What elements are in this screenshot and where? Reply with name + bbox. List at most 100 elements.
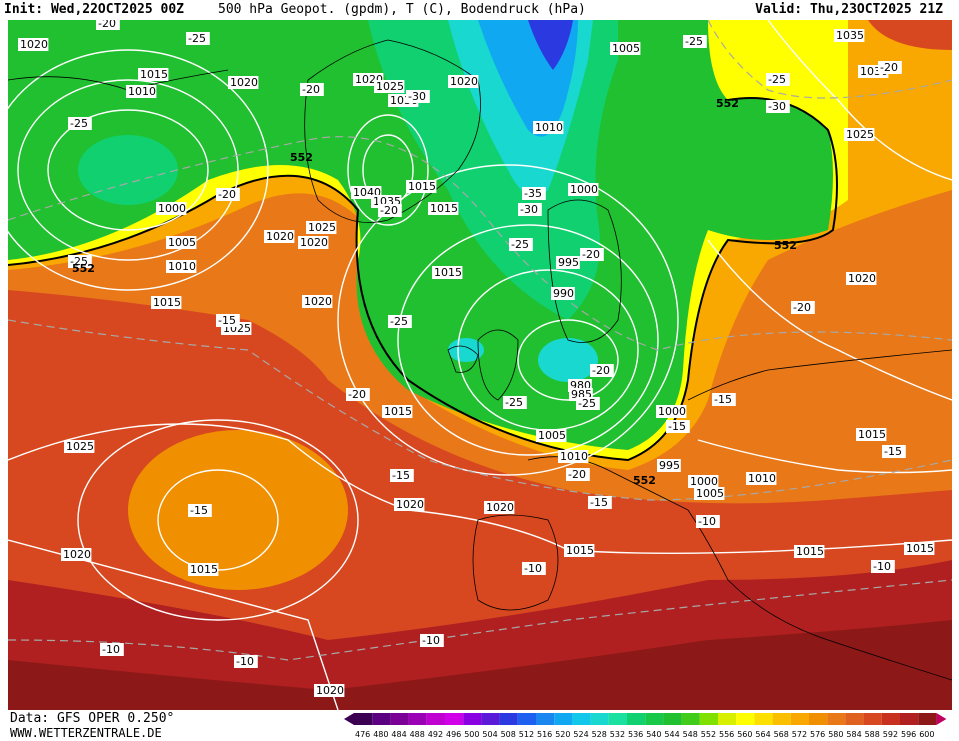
legend-value: 524 <box>573 730 588 739</box>
svg-text:995: 995 <box>659 459 680 472</box>
legend-value: 500 <box>464 730 479 739</box>
legend-swatch <box>554 713 573 725</box>
legend-left-arrow <box>344 713 354 725</box>
temperature-label: -25 <box>683 35 707 48</box>
svg-text:1015: 1015 <box>430 202 458 215</box>
temperature-label: -25 <box>186 32 210 45</box>
svg-text:1015: 1015 <box>384 405 412 418</box>
svg-text:1010: 1010 <box>560 450 588 463</box>
svg-text:-30: -30 <box>768 100 786 113</box>
valid-time: Valid: Thu,23OCT2025 21Z <box>755 2 943 17</box>
isobar-label: 1020 <box>394 498 425 511</box>
svg-text:1000: 1000 <box>158 202 186 215</box>
isobar-label: 1015 <box>151 296 182 309</box>
temperature-label: -10 <box>234 655 258 668</box>
svg-text:1020: 1020 <box>450 75 478 88</box>
isobar-label: 1020 <box>846 272 877 285</box>
temperature-label: -25 <box>766 73 790 86</box>
temperature-label: -25 <box>68 117 92 130</box>
legend-value: 508 <box>501 730 516 739</box>
legend-swatch <box>754 713 773 725</box>
svg-text:1010: 1010 <box>535 121 563 134</box>
isobar-label: 1005 <box>694 487 725 500</box>
isobar-label: 1015 <box>904 542 935 555</box>
isobar-label: 1035 <box>834 29 865 42</box>
region-low-west <box>448 338 484 362</box>
svg-text:1010: 1010 <box>128 85 156 98</box>
temperature-label: -20 <box>791 301 815 314</box>
isobar-label: 995 <box>657 459 681 472</box>
svg-text:1025: 1025 <box>66 440 94 453</box>
legend-value: 516 <box>537 730 552 739</box>
map-header: Init: Wed,22OCT2025 00Z 500 hPa Geopot. … <box>0 0 959 20</box>
legend-value: 552 <box>701 730 716 739</box>
legend-swatch <box>572 713 591 725</box>
svg-text:-10: -10 <box>102 643 120 656</box>
temperature-label: -10 <box>100 643 124 656</box>
height-labels: 552 552 552 552 552 <box>72 97 797 487</box>
contour-552 <box>8 97 838 462</box>
temperature-label: -25 <box>509 238 533 251</box>
isobar-label: 1000 <box>656 405 687 418</box>
temperature-label: -15 <box>712 393 736 406</box>
legend-swatch <box>426 713 445 725</box>
legend-value: 544 <box>664 730 679 739</box>
isobar-label: 1025 <box>64 440 95 453</box>
legend-value: 480 <box>373 730 388 739</box>
svg-text:1015: 1015 <box>566 544 594 557</box>
svg-text:-25: -25 <box>685 35 703 48</box>
legend-swatch <box>663 713 682 725</box>
svg-text:1015: 1015 <box>434 266 462 279</box>
weather-map: 1020 1015 1010 1020 1000 1005 1010 1015 1025 1025… <box>8 20 952 710</box>
legend-value: 548 <box>683 730 698 739</box>
legend-swatch <box>900 713 919 725</box>
legend-swatch <box>881 713 900 725</box>
legend-swatch <box>536 713 555 725</box>
height-label: 552 <box>774 239 797 252</box>
svg-text:-25: -25 <box>578 397 596 410</box>
region-508 <box>528 20 573 70</box>
svg-text:995: 995 <box>558 256 579 269</box>
isobar-label: 1005 <box>536 429 567 442</box>
isobar-label: 1010 <box>126 85 157 98</box>
legend-swatch <box>390 713 409 725</box>
temperature-label: -15 <box>188 504 212 517</box>
region-548 <box>8 20 833 450</box>
svg-text:1005: 1005 <box>168 236 196 249</box>
svg-text:-15: -15 <box>668 420 686 433</box>
temperature-label: -30 <box>406 90 430 103</box>
legend-swatch <box>809 713 828 725</box>
isobar-label: 1020 <box>298 236 329 249</box>
legend-swatch <box>699 713 718 725</box>
isobar-label: 1005 <box>610 42 641 55</box>
isobar-label: 1025 <box>306 221 337 234</box>
svg-text:1020: 1020 <box>316 684 344 697</box>
isobar-label: 1010 <box>533 121 564 134</box>
legend-value: 584 <box>846 730 861 739</box>
temperature-label: -35 <box>522 187 546 200</box>
svg-text:-20: -20 <box>568 468 586 481</box>
svg-text:-10: -10 <box>524 562 542 575</box>
isobar-label: 1020 <box>484 501 515 514</box>
svg-text:-30: -30 <box>408 90 426 103</box>
svg-text:-20: -20 <box>98 20 116 30</box>
svg-text:1020: 1020 <box>848 272 876 285</box>
temperature-label: -15 <box>588 496 612 509</box>
svg-text:1015: 1015 <box>153 296 181 309</box>
legend-swatch <box>445 713 464 725</box>
svg-text:-30: -30 <box>520 203 538 216</box>
legend-value: 596 <box>901 730 916 739</box>
temperature-label: -20 <box>216 188 240 201</box>
legend-value: 512 <box>519 730 534 739</box>
svg-text:1020: 1020 <box>300 236 328 249</box>
svg-text:-25: -25 <box>511 238 529 251</box>
legend-swatch <box>918 713 937 725</box>
legend-value: 484 <box>391 730 406 739</box>
svg-text:-20: -20 <box>880 61 898 74</box>
svg-text:-15: -15 <box>590 496 608 509</box>
svg-text:-15: -15 <box>392 469 410 482</box>
isobar-label: 1020 <box>448 75 479 88</box>
temperature-label: -20 <box>878 61 902 74</box>
temperature-labels: -20 -25 -25 -20 -30 -20 -25 -20 -35 -30 -25 -20 -25 -… <box>68 20 906 668</box>
svg-text:-10: -10 <box>422 634 440 647</box>
